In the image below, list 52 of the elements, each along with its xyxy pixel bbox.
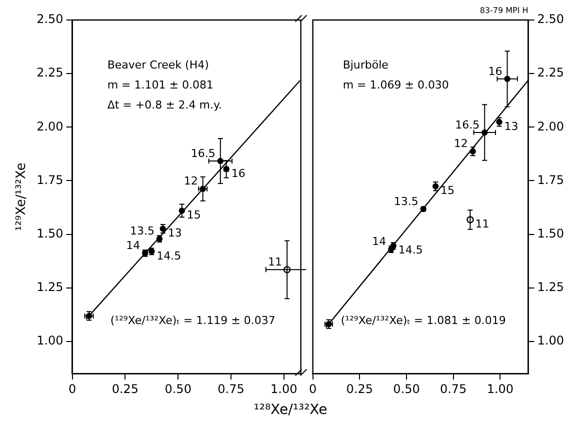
y-tick-label: 1.00 [36, 334, 64, 348]
x-tick-label: 1.00 [486, 382, 514, 396]
annotation: 13 [504, 120, 518, 133]
x-tick-label: 0.50 [393, 382, 420, 396]
y-tick-label: 1.25 [537, 280, 564, 294]
annotation: (¹²⁹Xe/¹³²Xe)ₜ = 1.119 ± 0.037 [110, 314, 276, 327]
annotation: m = 1.069 ± 0.030 [342, 78, 449, 92]
x-axis-title: ¹²⁸Xe/¹³²Xe [252, 402, 328, 418]
annotation: m = 1.101 ± 0.081 [107, 78, 214, 92]
annotation: 11 [268, 256, 282, 269]
annotation: 14 [126, 239, 140, 252]
x-tick-label: 1.00 [270, 382, 298, 396]
x-tick-label: 0.75 [218, 382, 244, 396]
y-axis-title: ¹²⁹Xe/¹³²Xe [14, 162, 30, 231]
y-tick-label: 2.00 [537, 119, 564, 134]
y-tick-label: 2.00 [36, 119, 64, 134]
chart-subtitle: 83-79 MPI H [480, 6, 528, 16]
x-tick-label: 0.25 [346, 382, 374, 396]
x-tick-label: 0 [68, 382, 76, 396]
annotation: 12 [184, 174, 198, 188]
annotation: Bjurböle [342, 58, 389, 72]
y-tick-label: 2.50 [537, 12, 564, 26]
y-tick-label: 1.75 [537, 172, 564, 187]
annotation: 14.5 [156, 249, 182, 262]
annotation: 14.5 [398, 244, 423, 257]
annotation: 15 [186, 208, 201, 222]
annotation: 13 [168, 226, 182, 240]
annotation: Beaver Creek (H4) [107, 58, 209, 72]
annotation: 11 [475, 218, 490, 231]
y-tick-label: 1.50 [36, 226, 64, 240]
annotation: 16 [231, 167, 246, 180]
annotation: 13.5 [394, 194, 418, 208]
y-tick-label: 1.25 [36, 280, 64, 294]
y-tick-label: 1.75 [36, 172, 64, 187]
x-tick-label: 0.50 [164, 382, 192, 396]
annotation: 16.5 [455, 118, 480, 132]
annotation: 15 [440, 184, 455, 198]
annotation: (¹²⁹Xe/¹³²Xe)ₜ = 1.081 ± 0.019 [340, 314, 506, 327]
y-tick-label: 1.50 [537, 226, 564, 240]
y-tick-label: 2.25 [36, 66, 64, 80]
x-tick-label: 0.75 [440, 382, 467, 396]
y-tick-label: 2.50 [36, 12, 64, 26]
annotation: 16 [488, 64, 502, 78]
annotation: 13.5 [130, 224, 154, 238]
x-tick-label: 0 [308, 382, 317, 396]
x-tick-label: 0.25 [112, 382, 139, 396]
annotation: 14 [372, 235, 386, 248]
y-tick-label: 2.25 [537, 66, 564, 80]
annotation: Δt = +0.8 ± 2.4 m.y. [107, 98, 222, 112]
y-tick-label: 1.00 [537, 334, 564, 348]
annotation: 16.5 [190, 146, 216, 160]
annotation: 12 [454, 137, 468, 150]
